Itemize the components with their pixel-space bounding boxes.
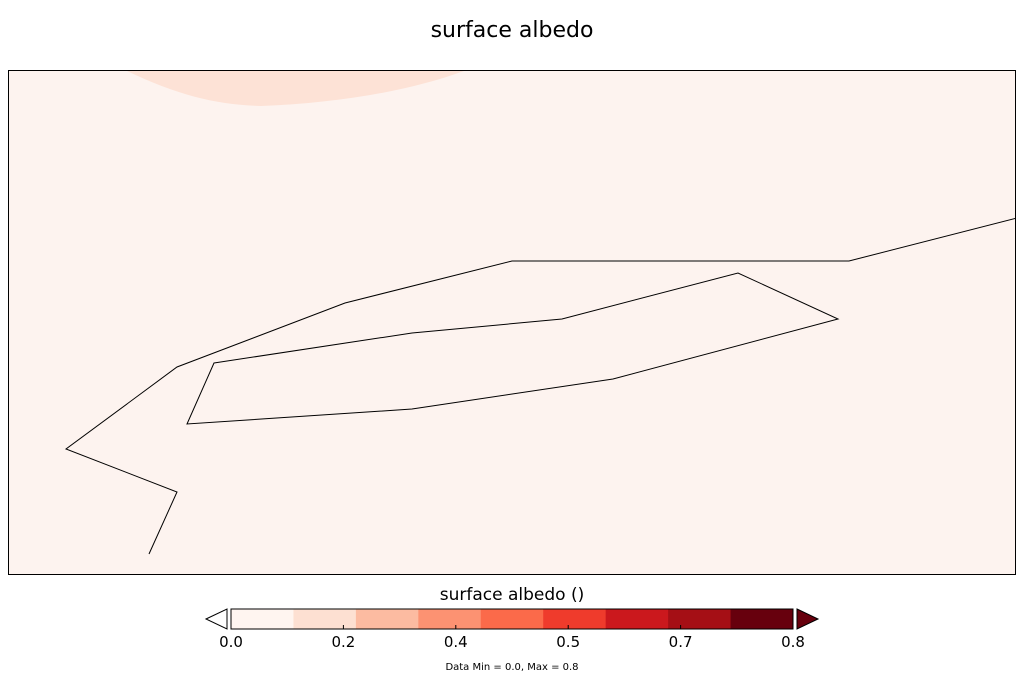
colorbar-tick-label: 0.4 xyxy=(443,633,468,651)
coastline-inner xyxy=(186,272,840,425)
colorbar-title: surface albedo () xyxy=(439,585,585,605)
map-title: surface albedo xyxy=(430,18,594,43)
colorbar-bin xyxy=(293,609,357,629)
colorbar-tick-label: 0.0 xyxy=(219,633,243,651)
data-stats: Data Min = 0.0, Max = 0.8 xyxy=(445,662,579,673)
colorbar-bin xyxy=(418,609,482,629)
colorbar-over-arrow xyxy=(796,608,820,630)
high-albedo-region xyxy=(127,71,464,106)
map-panel xyxy=(8,70,1016,575)
colorbar-ticks xyxy=(230,625,794,629)
colorbar-tick-label: 0.2 xyxy=(331,633,356,651)
map-canvas xyxy=(64,71,1015,555)
colorbar-bins xyxy=(231,609,794,629)
colorbar-tick-label: 0.5 xyxy=(556,633,581,651)
colorbar-frame xyxy=(230,608,794,630)
colorbar-bin xyxy=(355,609,419,629)
colorbar-bin xyxy=(543,609,607,629)
colorbar-tick-label: 0.8 xyxy=(781,633,805,651)
colorbar xyxy=(204,608,820,630)
colorbar-bin xyxy=(605,609,669,629)
colorbar-bin xyxy=(231,609,294,629)
colorbar-under-arrow xyxy=(204,608,228,630)
colorbar-tick-label: 0.7 xyxy=(668,633,693,651)
colorbar-bin xyxy=(668,609,732,629)
colorbar-bin xyxy=(480,609,544,629)
coastline-outer xyxy=(64,217,1015,555)
colorbar-bin xyxy=(730,609,794,629)
